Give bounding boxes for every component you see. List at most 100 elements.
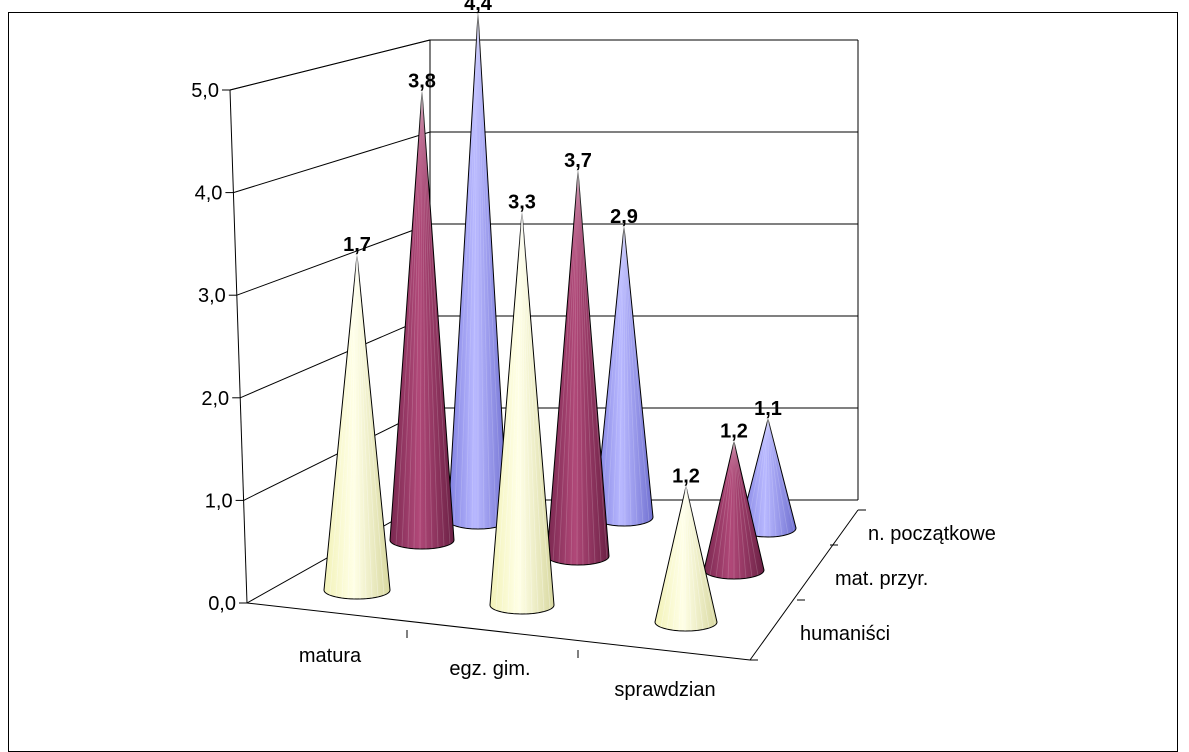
- cone-stripe: [329, 255, 358, 596]
- cone: [323, 255, 391, 600]
- cone-stripe: [577, 171, 596, 564]
- cone-stripe: [347, 255, 358, 599]
- cone-body: [654, 486, 718, 632]
- series-depth-label: n. początkowe: [868, 523, 996, 545]
- cone-body: [389, 91, 455, 550]
- category-label: sprawdzian: [614, 679, 715, 701]
- gridlines: [229, 39, 858, 501]
- cone-body: [489, 212, 555, 615]
- y-axis-line: [229, 89, 248, 604]
- cones: [323, 13, 797, 632]
- cone-stripe: [521, 212, 539, 613]
- cone: [546, 171, 610, 566]
- cone-stripe: [577, 171, 584, 565]
- cone-stripe: [733, 441, 759, 576]
- cone: [389, 91, 455, 550]
- data-label: 1,7: [343, 234, 371, 256]
- cone-stripe: [407, 91, 423, 549]
- cone-body: [323, 255, 391, 600]
- cone-stripe: [715, 441, 735, 578]
- cone-stripe: [570, 171, 579, 565]
- cone-stripe: [606, 226, 625, 525]
- side-gridline: [233, 131, 431, 194]
- cone-body: [703, 441, 765, 580]
- cone-stripe: [600, 226, 625, 523]
- cone-stripe: [465, 13, 479, 529]
- series-depth-label: mat. przyr.: [835, 568, 928, 590]
- cone-stripe: [678, 486, 687, 631]
- cone-stripe: [666, 486, 687, 630]
- cone-stripe: [341, 255, 358, 599]
- cone-stripe: [623, 226, 632, 526]
- category-label: matura: [299, 645, 362, 667]
- x-axis-line: [246, 602, 751, 661]
- cone-stripe: [401, 91, 423, 548]
- cone-stripe: [501, 212, 523, 613]
- data-label: 4,4: [464, 0, 493, 15]
- cone-stripe: [477, 13, 503, 526]
- cone-stripe: [507, 212, 523, 614]
- y-tick-label: 1,0: [205, 490, 233, 512]
- cone-stripe: [421, 91, 439, 548]
- cone: [703, 441, 765, 580]
- cone-stripe: [395, 91, 423, 546]
- cone-stripe: [618, 226, 625, 526]
- cone: [489, 212, 555, 615]
- cone-stripe: [660, 486, 687, 628]
- cone-stripe: [459, 13, 479, 528]
- cone-stripe: [623, 226, 626, 526]
- y-tick-label: 4,0: [195, 183, 223, 205]
- category-label: egz. gim.: [449, 658, 530, 680]
- cone-stripe: [721, 441, 735, 579]
- cone-stripe: [767, 419, 783, 536]
- cone-stripe: [767, 419, 795, 532]
- cone-stripe: [612, 226, 625, 526]
- cone-stripe: [685, 486, 704, 630]
- cone-stripe: [767, 419, 771, 537]
- cone-stripe: [356, 255, 385, 596]
- cone-stripe: [521, 212, 551, 610]
- y-tick-label: 5,0: [191, 80, 219, 102]
- data-label: 3,8: [408, 71, 436, 93]
- cone-stripe: [477, 13, 491, 529]
- data-label: 3,7: [564, 150, 592, 172]
- cone-stripe: [623, 226, 650, 522]
- cone-stripe: [521, 212, 527, 614]
- data-label: 1,2: [720, 421, 748, 443]
- cone: [739, 418, 797, 538]
- cone-stripe: [421, 91, 427, 549]
- side-gridline: [236, 223, 431, 296]
- cone-stripe: [413, 91, 423, 549]
- cone-stripe: [519, 212, 523, 614]
- cone-stripe: [513, 212, 523, 614]
- side-gridline: [229, 39, 431, 91]
- cone-stripe: [477, 13, 485, 529]
- ticks: 0,0 1,0 2,0 3,0 4,0 5,0 matura egz. gim. sprawdz…: [191, 80, 996, 701]
- cone-stripe: [709, 441, 735, 576]
- series-depth-label: humaniści: [800, 623, 890, 645]
- cone-stripe: [419, 91, 423, 549]
- cone-stripe: [672, 486, 687, 631]
- cone-stripe: [495, 212, 523, 611]
- cone-stripe: [767, 419, 789, 535]
- cone-stripe: [353, 255, 358, 599]
- y-tick-label: 0,0: [208, 593, 236, 615]
- cone-stripe: [767, 419, 777, 537]
- cone-stripe: [685, 486, 692, 631]
- cone-stripe: [421, 91, 445, 547]
- cone-stripe: [558, 171, 579, 564]
- data-label: 3,3: [508, 191, 536, 213]
- side-gridline: [240, 315, 431, 399]
- cone-stripe: [685, 486, 716, 626]
- cone-stripe: [421, 91, 451, 545]
- cone-stripe: [577, 171, 602, 563]
- cone-stripe: [623, 226, 644, 524]
- cone-stripe: [356, 255, 361, 599]
- cone-stripe: [577, 171, 590, 565]
- cone-stripe: [751, 419, 769, 536]
- cone: [654, 486, 718, 632]
- labels: 4,4 2,9 1,1 3,8 3,7 1,2 1,7 3,3 1,2: [343, 0, 782, 487]
- cone-stripe: [564, 171, 579, 565]
- cone-stripe: [757, 419, 769, 537]
- cone-stripe: [471, 13, 479, 529]
